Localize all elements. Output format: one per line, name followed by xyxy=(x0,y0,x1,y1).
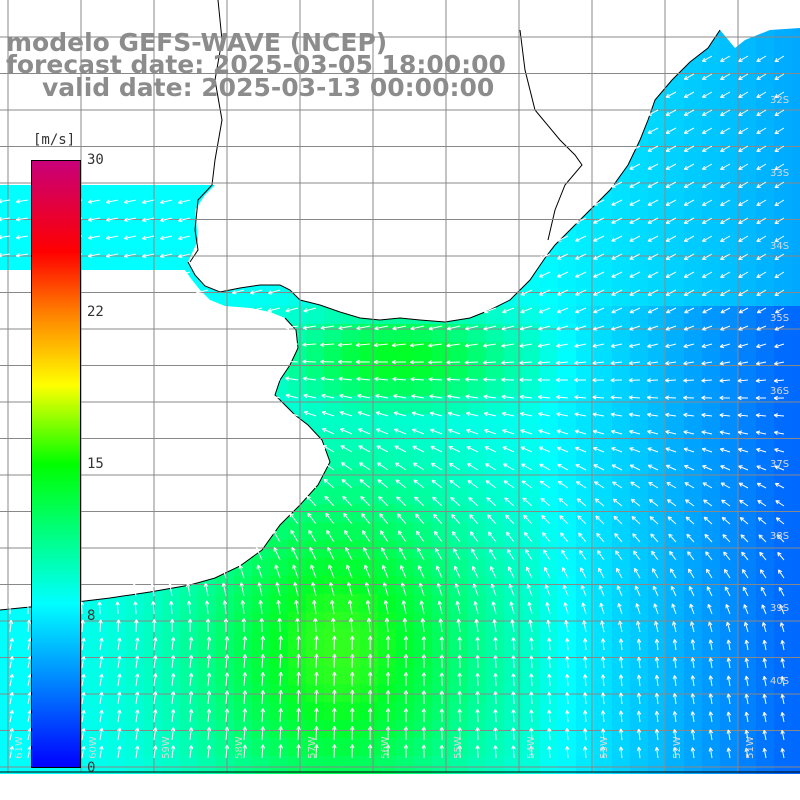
lat-label-39s: 39S xyxy=(770,603,790,614)
title-forecast-date: forecast date: 2025-03-05 18:00:00 xyxy=(6,50,506,79)
lat-label-37s: 37S xyxy=(770,459,790,470)
lon-label-54w: 54W xyxy=(525,736,537,759)
lon-label-55w: 55W xyxy=(452,736,464,759)
lat-label-34s: 34S xyxy=(770,241,790,252)
colorbar-tick-8: 8 xyxy=(87,608,96,624)
land-south xyxy=(0,270,330,610)
colorbar-unit: [m/s] xyxy=(33,132,76,148)
river-border xyxy=(189,0,223,263)
lat-label-35s: 35S xyxy=(770,313,790,324)
lat-label-32s: 32S xyxy=(770,95,790,106)
lon-label-59w: 59W xyxy=(160,736,172,759)
land-east xyxy=(720,0,800,48)
lon-label-56w: 56W xyxy=(379,736,391,759)
lon-label-60w: 60W xyxy=(87,736,99,759)
wind-vectors xyxy=(0,55,785,759)
colorbar-tick-0: 0 xyxy=(87,760,96,776)
lon-label-51w: 51W xyxy=(744,736,756,759)
coastline-1 xyxy=(187,29,721,323)
lon-label-61w: 61W xyxy=(13,736,25,759)
title-valid-date: valid date: 2025-03-13 00:00:00 xyxy=(42,73,495,102)
colorbar xyxy=(31,160,81,768)
coastline-2 xyxy=(0,317,331,611)
colorbar-tick-22: 22 xyxy=(87,304,104,320)
colorbar-tick-30: 30 xyxy=(87,152,104,168)
lat-label-38s: 38S xyxy=(770,531,790,542)
lat-label-33s: 33S xyxy=(770,168,790,179)
lat-label-40s: 40S xyxy=(770,676,790,687)
lon-label-53w: 53W xyxy=(598,736,610,759)
country-border xyxy=(519,29,583,241)
lon-label-57w: 57W xyxy=(306,736,318,759)
lon-label-58w: 58W xyxy=(233,736,245,759)
lon-label-52w: 52W xyxy=(671,736,683,759)
land-north xyxy=(0,0,720,322)
title-model: modelo GEFS-WAVE (NCEP) xyxy=(6,28,388,57)
lat-label-36s: 36S xyxy=(770,386,790,397)
colorbar-tick-15: 15 xyxy=(87,456,104,472)
